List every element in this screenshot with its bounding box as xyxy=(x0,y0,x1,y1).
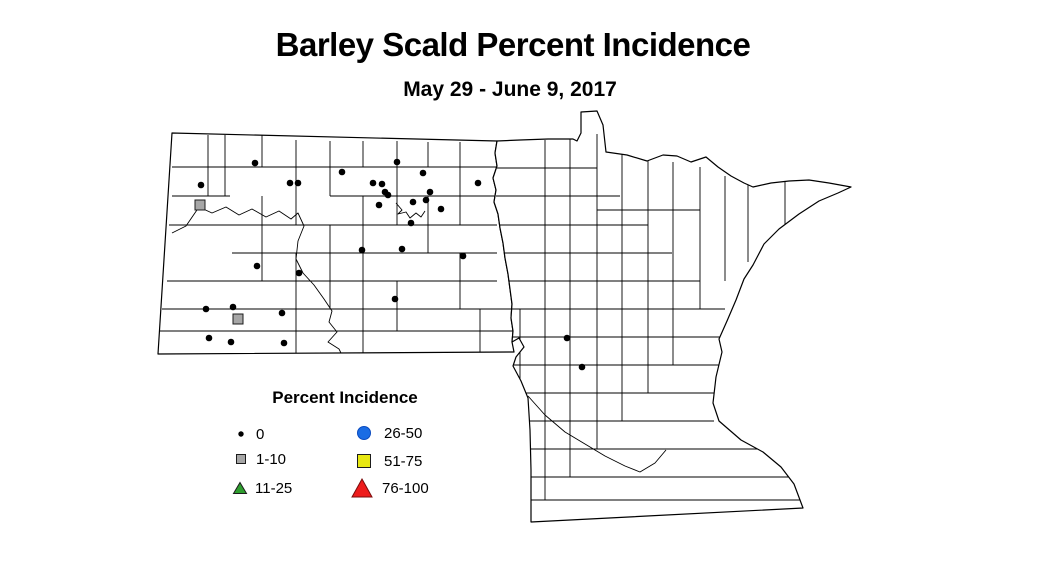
map-point-0 xyxy=(407,219,415,227)
map-point-0 xyxy=(278,309,286,317)
legend-label: 26-50 xyxy=(384,424,423,442)
map-point-0 xyxy=(286,179,294,187)
map-point-0 xyxy=(227,338,235,346)
circle-marker-icon xyxy=(357,426,371,440)
minnesota-outline xyxy=(492,110,852,523)
map-point-0 xyxy=(578,363,586,371)
square-marker-icon xyxy=(357,454,371,468)
map-point-0 xyxy=(474,179,482,187)
map-point-0 xyxy=(295,269,303,277)
map-point-0 xyxy=(393,158,401,166)
map-point-0 xyxy=(338,168,346,176)
map-point-0 xyxy=(205,334,213,342)
map-point-0 xyxy=(202,305,210,313)
square-marker-icon xyxy=(236,454,246,464)
nd-county-lines xyxy=(160,135,513,354)
legend-item-1-10: 1-10 xyxy=(232,450,286,468)
north-dakota-outline xyxy=(157,132,515,355)
map-point-0 xyxy=(398,245,406,253)
legend-title: Percent Incidence xyxy=(272,388,418,407)
dot-marker-icon xyxy=(238,431,244,437)
legend-label: 51-75 xyxy=(384,452,423,470)
figure-subtitle: May 29 - June 9, 2017 xyxy=(403,78,617,101)
legend-item-26-50: 26-50 xyxy=(352,422,422,444)
figure-title: Barley Scald Percent Incidence xyxy=(275,26,751,63)
minnesota-river-line xyxy=(527,395,667,473)
legend-label: 76-100 xyxy=(382,479,429,497)
map-point-0 xyxy=(197,181,205,189)
devils-lake-outline xyxy=(395,202,426,219)
legend-label: 11-25 xyxy=(255,479,293,497)
map-point-0 xyxy=(229,303,237,311)
map-point-0 xyxy=(358,246,366,254)
triangle-marker-icon xyxy=(232,481,248,494)
map-point-0 xyxy=(378,180,386,188)
map-points-layer xyxy=(194,158,586,371)
map-point-0 xyxy=(280,339,288,347)
map-point-0 xyxy=(391,295,399,303)
legend-label: 1-10 xyxy=(256,450,287,468)
triangle-marker-icon xyxy=(351,477,373,498)
missouri-river-line xyxy=(171,206,343,354)
mn-county-lines xyxy=(496,134,800,501)
map-point-0 xyxy=(409,198,417,206)
legend-item-0: 0 xyxy=(232,425,264,443)
legend-item-11-25: 11-25 xyxy=(231,479,292,497)
legend-label: 0 xyxy=(256,425,265,443)
map-point-1-10 xyxy=(232,313,244,325)
legend-item-51-75: 51-75 xyxy=(352,450,422,472)
map-point-0 xyxy=(384,191,392,199)
map-point-0 xyxy=(294,179,302,187)
map-point-0 xyxy=(375,201,383,209)
map-point-0 xyxy=(251,159,259,167)
map-point-0 xyxy=(369,179,377,187)
map-point-1-10 xyxy=(194,199,206,211)
map-point-0 xyxy=(419,169,427,177)
legend-item-76-100: 76-100 xyxy=(350,477,429,499)
map-point-0 xyxy=(426,188,434,196)
map-point-0 xyxy=(459,252,467,260)
map-point-0 xyxy=(422,196,430,204)
map-point-0 xyxy=(563,334,571,342)
map-point-0 xyxy=(437,205,445,213)
map-point-0 xyxy=(253,262,261,270)
